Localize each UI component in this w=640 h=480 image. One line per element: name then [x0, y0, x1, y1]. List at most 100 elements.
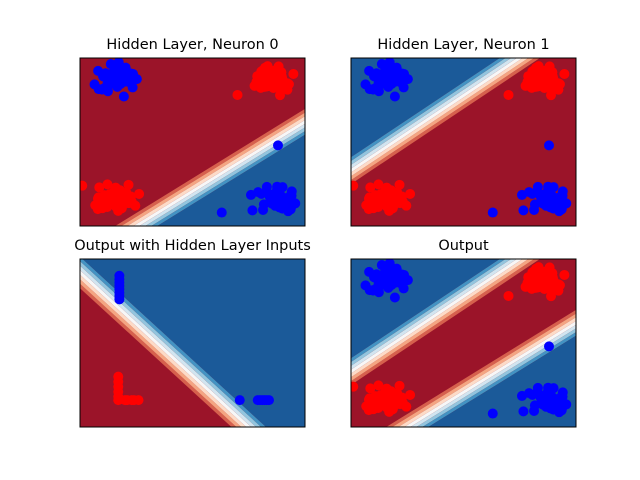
data-point-blue	[114, 294, 125, 305]
subplot-title: Output	[438, 238, 489, 254]
data-point-red	[389, 390, 400, 401]
decision-band	[351, 259, 506, 362]
data-point-red	[251, 76, 262, 87]
data-point-blue	[543, 382, 554, 393]
data-point-blue	[544, 140, 554, 151]
data-point-red	[373, 399, 384, 410]
data-point-red	[373, 380, 384, 391]
data-point-blue	[97, 84, 108, 95]
data-point-red	[288, 68, 299, 79]
data-point-red	[94, 182, 105, 193]
data-point-blue	[216, 207, 227, 218]
data-point-red	[533, 262, 544, 273]
data-point-red	[522, 76, 533, 87]
data-point-red	[384, 203, 395, 214]
data-point-red	[532, 81, 543, 92]
data-point-blue	[368, 84, 379, 95]
data-point-red	[272, 80, 283, 91]
data-point-blue	[389, 292, 400, 303]
data-point-red	[365, 383, 376, 394]
data-point-red	[80, 180, 88, 191]
data-point-blue	[253, 187, 264, 198]
data-point-blue	[547, 395, 558, 406]
subplot-3: Output	[350, 238, 577, 428]
data-point-red	[559, 68, 570, 79]
data-point-blue	[378, 77, 389, 88]
data-point-red	[261, 81, 272, 92]
data-point-red	[102, 179, 113, 190]
data-point-blue	[524, 388, 535, 399]
decision-band	[351, 58, 517, 169]
data-point-blue	[107, 69, 118, 80]
data-point-red	[134, 188, 145, 199]
data-point-blue	[487, 207, 498, 218]
axes-frame	[79, 57, 306, 227]
decision-band	[351, 259, 529, 378]
data-point-blue	[368, 285, 379, 296]
decision-band	[351, 259, 540, 385]
decision-band	[351, 259, 523, 374]
data-point-blue	[376, 59, 387, 70]
data-point-red	[276, 67, 287, 78]
data-point-blue	[276, 194, 287, 205]
data-point-blue	[547, 194, 558, 205]
subplot-2: Output with Hidden Layer Inputs	[74, 238, 311, 428]
data-point-red	[389, 189, 400, 200]
data-point-red	[531, 272, 542, 283]
data-point-red	[559, 269, 570, 280]
data-point-red	[554, 280, 565, 291]
data-point-blue	[389, 91, 400, 102]
subplot-title: Hidden Layer, Neuron 1	[377, 37, 549, 53]
data-point-red	[384, 404, 395, 415]
data-point-blue	[378, 69, 389, 80]
data-point-blue	[360, 79, 371, 90]
decision-band	[80, 261, 262, 427]
data-point-red	[113, 203, 124, 214]
data-point-red	[503, 89, 514, 100]
data-point-blue	[261, 185, 272, 196]
decision-band	[351, 58, 506, 161]
data-point-red	[547, 67, 558, 78]
data-point-red	[232, 89, 243, 100]
subplot-0: Hidden Layer, Neuron 0	[79, 37, 306, 227]
data-point-red	[554, 79, 565, 90]
data-point-red	[381, 182, 392, 193]
decision-band	[80, 270, 252, 427]
data-point-red	[351, 381, 359, 392]
plot-area	[80, 58, 305, 226]
data-point-blue	[107, 77, 118, 88]
decision-band	[151, 131, 305, 226]
data-point-blue	[273, 140, 283, 151]
decision-band	[351, 259, 517, 370]
data-point-blue	[397, 74, 408, 85]
axes-frame	[79, 258, 306, 428]
decision-band	[422, 332, 576, 427]
data-point-blue	[284, 193, 295, 204]
data-point-blue	[555, 394, 566, 405]
data-point-red	[547, 268, 558, 279]
data-point-blue	[113, 58, 124, 68]
data-point-blue	[378, 270, 389, 281]
data-point-blue	[376, 260, 387, 271]
decision-band	[392, 313, 576, 427]
data-point-blue	[378, 278, 389, 289]
decision-band	[351, 58, 529, 177]
data-point-blue	[544, 341, 554, 352]
data-point-blue	[114, 70, 125, 81]
plot-area	[80, 259, 305, 427]
data-point-blue	[118, 91, 129, 102]
data-point-red	[373, 179, 384, 190]
data-point-blue	[397, 275, 408, 286]
decision-band	[127, 116, 305, 226]
decision-band	[351, 259, 535, 382]
data-point-red	[532, 282, 543, 293]
subplot-title: Output with Hidden Layer Inputs	[74, 238, 311, 254]
data-point-blue	[518, 205, 529, 216]
data-point-red	[260, 71, 271, 82]
data-point-blue	[264, 395, 274, 406]
plot-area	[351, 259, 576, 427]
data-point-red	[283, 79, 294, 90]
data-point-red	[543, 281, 554, 292]
data-point-blue	[234, 395, 245, 406]
